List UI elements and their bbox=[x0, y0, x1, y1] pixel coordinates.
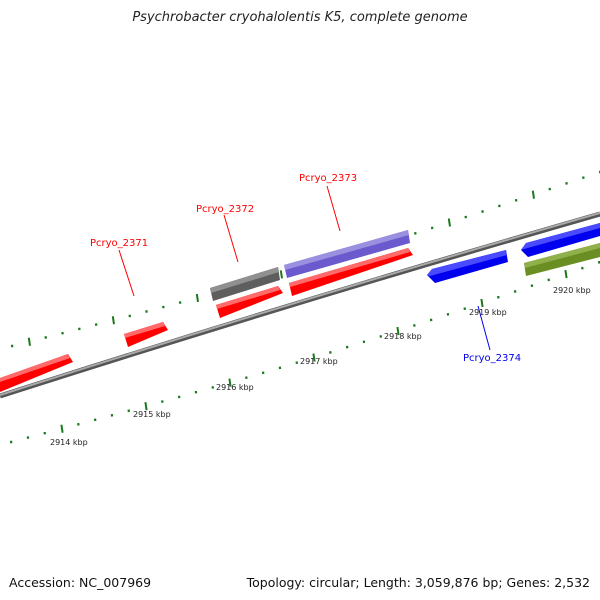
gene-feature-pcryo-2371[interactable] bbox=[124, 322, 168, 347]
major-tick bbox=[144, 402, 148, 411]
gene-feature-pcryo-2373[interactable] bbox=[289, 248, 413, 296]
genome-summary-text: Topology: circular; Length: 3,059,876 bp… bbox=[246, 575, 590, 590]
tick-label: 2917 kbp bbox=[300, 357, 338, 366]
gene-feature-pcryo-2374[interactable] bbox=[427, 250, 508, 283]
major-tick bbox=[195, 293, 199, 303]
leader-line bbox=[326, 185, 341, 232]
gene-label-pcryo-2371[interactable]: Pcryo_2371 bbox=[90, 238, 148, 249]
tick-label: 2915 kbp bbox=[133, 410, 171, 419]
major-tick bbox=[228, 378, 232, 387]
major-tick bbox=[480, 298, 484, 308]
tick-label: 2918 kbp bbox=[384, 332, 422, 341]
tick-label: 2914 kbp bbox=[50, 438, 88, 447]
tick-label: 2920 kbp bbox=[553, 286, 591, 295]
major-tick bbox=[27, 337, 31, 346]
tick-label: 2919 kbp bbox=[469, 308, 507, 317]
major-tick bbox=[564, 269, 568, 279]
gene-feature-right-olive[interactable] bbox=[524, 243, 600, 276]
gene-label-pcryo-2372[interactable]: Pcryo_2372 bbox=[196, 204, 254, 215]
accession-text: Accession: NC_007969 bbox=[9, 575, 152, 590]
leader-line bbox=[223, 214, 239, 263]
page-title: Psychrobacter cryohalolentis K5, complet… bbox=[132, 10, 468, 25]
tick-label: 2916 kbp bbox=[216, 383, 254, 392]
leader-line bbox=[118, 249, 135, 297]
major-tick bbox=[111, 316, 115, 325]
gene-feature-gray[interactable] bbox=[210, 267, 280, 301]
major-tick bbox=[279, 270, 283, 279]
major-tick bbox=[60, 424, 64, 433]
leader-line bbox=[477, 305, 491, 351]
gene-label-pcryo-2373[interactable]: Pcryo_2373 bbox=[299, 173, 357, 184]
major-tick bbox=[396, 326, 400, 336]
gene-feature-left-red[interactable] bbox=[0, 354, 73, 392]
major-tick bbox=[312, 353, 316, 362]
genome-backbone-highlight bbox=[0, 212, 600, 396]
gene-feature-pcryo-2372[interactable] bbox=[216, 286, 283, 318]
major-tick bbox=[447, 218, 451, 227]
tick-row-lower bbox=[9, 261, 600, 444]
major-tick bbox=[531, 190, 535, 199]
gene-feature-purple[interactable] bbox=[284, 230, 410, 278]
gene-label-pcryo-2374[interactable]: Pcryo_2374 bbox=[463, 353, 521, 364]
gene-feature-right-blue[interactable] bbox=[521, 223, 600, 257]
